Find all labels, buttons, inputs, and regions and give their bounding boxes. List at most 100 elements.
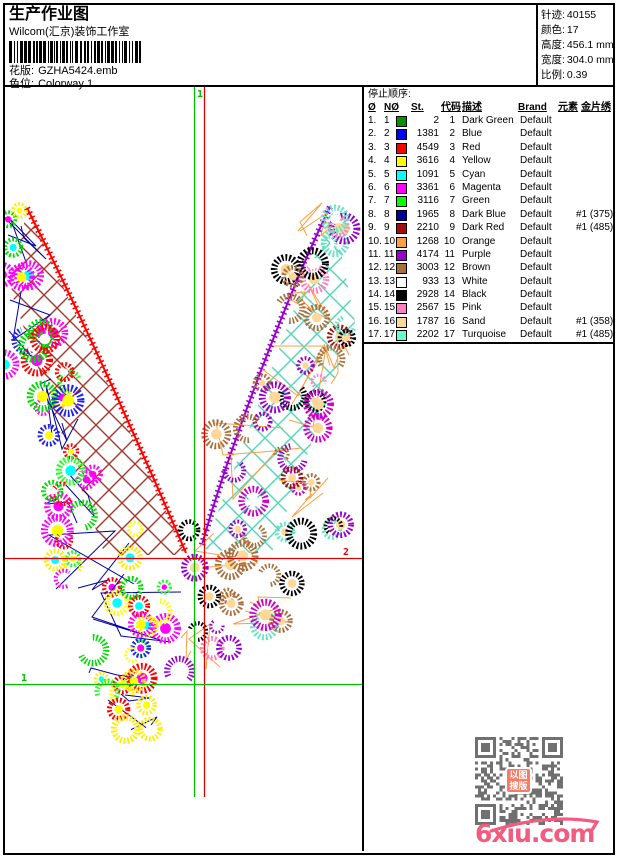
color-description: Sand bbox=[462, 315, 486, 327]
barcode-bar bbox=[132, 41, 133, 63]
color-description: Blue bbox=[462, 128, 483, 140]
barcode-bar bbox=[87, 41, 89, 63]
row-index: 5. bbox=[368, 168, 377, 180]
needle-number: 11 bbox=[384, 248, 395, 260]
color-code: 1 bbox=[449, 115, 455, 126]
sequin-info: #1 (485) bbox=[576, 222, 613, 234]
barcode-bar bbox=[24, 41, 27, 63]
qr-badge-bottom-text: 搜版 bbox=[509, 781, 528, 791]
table-row: 7. 7 3116 7 Green Default bbox=[368, 194, 613, 208]
needle-number: 4 bbox=[384, 155, 390, 167]
barcode bbox=[9, 41, 149, 63]
color-swatch bbox=[396, 276, 407, 288]
table-row: 3. 3 4549 3 Red Default bbox=[368, 141, 613, 154]
color-description: Black bbox=[462, 289, 487, 301]
barcode-bar bbox=[43, 41, 46, 63]
stitch-count: 1381 bbox=[416, 128, 439, 140]
column-header: St. bbox=[411, 102, 424, 113]
table-row: 17. 17 2202 17 Turquoise Default #1 (485) bbox=[368, 328, 613, 342]
colorway-label: 色位: bbox=[9, 78, 35, 90]
stitch-count: 2210 bbox=[416, 222, 439, 234]
qr-center-badge: 以图 搜版 bbox=[505, 767, 532, 794]
needle-number: 5 bbox=[384, 168, 390, 180]
color-description: Orange bbox=[462, 235, 496, 247]
thread-brand: Default bbox=[520, 248, 552, 260]
barcode-bar bbox=[84, 41, 86, 63]
stitch-count: 1965 bbox=[416, 208, 439, 220]
needle-number: 10 bbox=[384, 235, 396, 247]
barcode-bar bbox=[122, 41, 123, 63]
design-file-value: GZHA5424.emb bbox=[38, 65, 118, 77]
needle-number: 1 bbox=[384, 115, 390, 126]
color-code: 13 bbox=[443, 275, 455, 287]
thread-brand: Default bbox=[520, 115, 552, 126]
sequin-info: #1 (375) bbox=[576, 208, 613, 220]
barcode-bar bbox=[50, 41, 53, 63]
color-code: 2 bbox=[449, 128, 455, 140]
sequin-info: #1 (485) bbox=[576, 329, 613, 341]
barcode-bar bbox=[91, 41, 92, 63]
needle-number: 15 bbox=[384, 302, 396, 314]
column-header: Brand bbox=[518, 102, 547, 113]
start-marker-left: 1 bbox=[21, 673, 27, 684]
color-code: 7 bbox=[449, 195, 455, 207]
table-row: 16. 16 1787 16 Sand Default #1 (358) bbox=[368, 315, 613, 328]
page-title: 生产作业图 bbox=[9, 6, 90, 23]
info-label: 颜色: bbox=[541, 24, 565, 36]
color-swatch bbox=[396, 182, 407, 194]
color-description: Dark Blue bbox=[462, 208, 506, 220]
stitch-count: 2928 bbox=[416, 289, 439, 301]
needle-number: 14 bbox=[384, 289, 396, 301]
thread-brand: Default bbox=[520, 289, 552, 301]
thread-brand: Default bbox=[520, 195, 552, 207]
barcode-bar bbox=[119, 41, 120, 63]
color-description: Green bbox=[462, 195, 490, 207]
color-swatch bbox=[396, 169, 407, 181]
barcode-bar bbox=[72, 41, 73, 63]
qr-badge-top-text: 以图 bbox=[509, 770, 528, 780]
row-index: 3. bbox=[368, 141, 377, 153]
table-row: 5. 5 1091 5 Cyan Default bbox=[368, 168, 613, 181]
info-value: 0.39 bbox=[566, 69, 588, 81]
barcode-bar bbox=[97, 41, 100, 63]
header: 生产作业图 Wilcom(汇京)装饰工作室 花版: GZHA5424.emb 色位… bbox=[5, 5, 614, 90]
stitch-count: 2567 bbox=[416, 302, 439, 314]
info-value: 304.0 mm bbox=[566, 54, 614, 66]
color-description: Dark Red bbox=[462, 222, 505, 234]
row-index: 1. bbox=[368, 115, 377, 126]
sequin-info: #1 (358) bbox=[576, 315, 613, 327]
barcode-bar bbox=[54, 41, 55, 63]
barcode-bar bbox=[20, 41, 23, 63]
color-code: 4 bbox=[449, 155, 455, 167]
column-header: 代码 bbox=[441, 102, 461, 113]
column-header: Ø bbox=[368, 102, 376, 113]
color-code: 12 bbox=[443, 262, 455, 274]
color-description: Red bbox=[462, 141, 481, 153]
needle-number: 2 bbox=[384, 128, 390, 140]
table-row: 2. 2 1381 2 Blue Default bbox=[368, 127, 613, 141]
thread-brand: Default bbox=[520, 181, 552, 193]
stitch-count: 3003 bbox=[416, 262, 439, 274]
color-swatch bbox=[396, 223, 407, 235]
stitch-count: 2 bbox=[433, 115, 439, 126]
color-code: 17 bbox=[443, 329, 455, 341]
info-panel: 针迹: 40155 颜色: 17 高度: 456.1 mm 宽度: 304.0 mm 比例: 0.… bbox=[536, 5, 614, 85]
needle-number: 16 bbox=[384, 315, 396, 327]
color-code: 14 bbox=[443, 289, 455, 301]
site-logo: 6xiu.com bbox=[471, 813, 601, 849]
info-row: 颜色: 17 bbox=[541, 23, 613, 38]
stitch-count: 1787 bbox=[416, 315, 439, 327]
color-code: 5 bbox=[449, 168, 455, 180]
info-row: 高度: 456.1 mm bbox=[541, 38, 614, 53]
barcode-bar bbox=[62, 41, 65, 63]
site-logo-text: 6xiu.com bbox=[475, 819, 595, 848]
row-index: 2. bbox=[368, 128, 377, 140]
color-code: 11 bbox=[444, 248, 455, 260]
table-row: 6. 6 3361 6 Magenta Default bbox=[368, 181, 613, 194]
color-description: Magenta bbox=[462, 181, 501, 193]
thread-brand: Default bbox=[520, 222, 552, 234]
table-row: 15. 15 2567 15 Pink Default bbox=[368, 301, 613, 315]
color-swatch bbox=[396, 129, 407, 141]
barcode-bar bbox=[60, 41, 61, 63]
barcode-bar bbox=[115, 41, 117, 63]
